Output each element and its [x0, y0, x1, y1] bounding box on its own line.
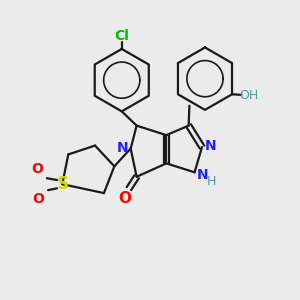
Text: S: S	[56, 175, 68, 193]
Text: N: N	[116, 141, 128, 155]
Text: N: N	[205, 139, 216, 152]
Text: O: O	[32, 162, 43, 176]
Text: O: O	[33, 192, 44, 206]
Text: Cl: Cl	[114, 29, 129, 44]
Text: H: H	[206, 175, 216, 188]
Text: O: O	[118, 191, 131, 206]
Text: OH: OH	[240, 89, 259, 102]
Text: N: N	[197, 168, 209, 182]
